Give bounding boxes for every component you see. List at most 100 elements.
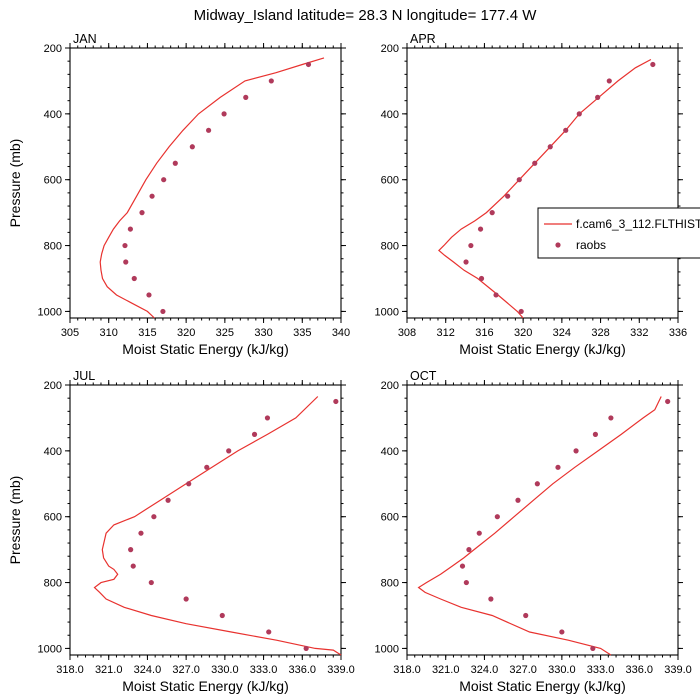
raobs-point <box>573 448 579 454</box>
x-axis-label: Moist Static Energy (kJ/kg) <box>459 678 626 694</box>
x-tick-label: 330.0 <box>211 664 239 676</box>
raobs-point <box>608 415 614 421</box>
y-tick-label: 400 <box>381 109 399 121</box>
panels: JAN 305 310 315 320 325 330 335 340 200 400 600 800 1… <box>7 32 692 694</box>
model-series-line <box>438 58 652 319</box>
raobs-point <box>165 497 171 503</box>
y-tick-label: 600 <box>381 175 399 187</box>
y-tick-label: 400 <box>44 446 62 458</box>
x-tick-label: 339.0 <box>327 664 355 676</box>
raobs-point <box>122 242 128 249</box>
y-tick-label: 1000 <box>375 643 399 655</box>
legend: f.cam6_3_112.FLTHIST_v0a.ne30.dcs_non-or… <box>537 207 700 259</box>
x-tick-label: 340 <box>332 327 350 339</box>
model-series-line <box>99 57 325 319</box>
x-tick-label: 315 <box>138 327 156 339</box>
y-tick-label: 600 <box>44 512 62 524</box>
y-tick-label: 600 <box>381 512 399 524</box>
x-tick-label: 305 <box>61 327 79 339</box>
chart-title: Midway_Island latitude= 28.3 N longitude… <box>194 7 538 24</box>
x-tick-label: 320 <box>514 327 532 339</box>
raobs-point <box>305 61 312 68</box>
raobs-point <box>477 226 484 232</box>
raobs-point <box>493 292 499 298</box>
x-axis-label: Moist Static Energy (kJ/kg) <box>122 678 289 694</box>
x-tick-label: 316 <box>475 327 493 339</box>
x-tick-label: 333.0 <box>250 664 278 676</box>
x-tick-label: 308 <box>398 327 416 339</box>
raobs-point <box>131 275 137 282</box>
raobs-point <box>576 111 582 117</box>
model-series-line <box>417 396 662 656</box>
raobs-point <box>183 596 189 602</box>
x-tick-label: 324.0 <box>134 664 162 676</box>
raobs-point <box>160 308 166 315</box>
raobs-point <box>226 448 232 454</box>
x-tick-label: 318.0 <box>393 664 421 676</box>
x-tick-label: 335 <box>293 327 311 339</box>
raobs-point <box>205 127 212 133</box>
raobs-point <box>148 579 154 586</box>
x-tick-label: 320 <box>177 327 195 339</box>
raobs-point <box>532 160 538 166</box>
raobs-point <box>494 514 500 520</box>
x-tick-label: 324 <box>553 327 571 339</box>
raobs-point <box>151 514 157 520</box>
y-tick-label: 1000 <box>375 306 399 318</box>
y-tick-label: 200 <box>44 43 62 55</box>
raobs-point <box>505 193 511 199</box>
raobs-point <box>138 530 144 536</box>
raobs-point <box>650 61 656 68</box>
x-tick-label: 327.0 <box>509 664 537 676</box>
raobs-point <box>243 94 249 100</box>
x-tick-label: 324.0 <box>471 664 499 676</box>
legend-dot-swatch <box>555 242 561 248</box>
x-tick-label: 336.0 <box>626 664 654 676</box>
raobs-point <box>559 629 565 635</box>
y-tick-label: 1000 <box>38 643 62 655</box>
x-tick-label: 336 <box>669 327 687 339</box>
raobs-point <box>130 563 136 569</box>
panel-oct: OCT 318.0 321.0 324.0 327.0 330.0 333.0 336.0 33… <box>375 369 692 694</box>
raobs-point <box>489 210 495 216</box>
y-tick-label: 800 <box>381 578 399 590</box>
raobs-point <box>186 481 192 487</box>
raobs-point <box>563 127 569 133</box>
plot-frame <box>406 384 679 656</box>
raobs-point <box>466 547 472 553</box>
raobs-point <box>149 193 155 199</box>
y-tick-label: 800 <box>381 241 399 253</box>
x-tick-label: 330.0 <box>548 664 576 676</box>
y-tick-label: 800 <box>44 578 62 590</box>
x-tick-label: 321.0 <box>432 664 460 676</box>
y-tick-label: 200 <box>381 380 399 392</box>
plot-frame <box>406 47 679 319</box>
raobs-point <box>204 464 210 470</box>
raobs-point <box>515 497 521 503</box>
x-tick-label: 327.0 <box>172 664 200 676</box>
raobs-point <box>463 579 469 586</box>
raobs-point <box>534 481 540 487</box>
raobs-point <box>478 275 485 282</box>
panel-label: APR <box>410 32 436 46</box>
y-tick-label: 600 <box>44 175 62 187</box>
x-tick-label: 318.0 <box>56 664 84 676</box>
panel-label: JAN <box>73 32 97 46</box>
y-tick-label: 200 <box>381 43 399 55</box>
raobs-point <box>264 415 271 421</box>
raobs-point <box>146 292 152 298</box>
panel-label: OCT <box>410 369 437 383</box>
x-tick-label: 310 <box>100 327 118 339</box>
raobs-point <box>523 612 529 619</box>
raobs-point <box>219 612 225 619</box>
raobs-point <box>488 596 494 602</box>
x-axis-label: Moist Static Energy (kJ/kg) <box>122 341 289 357</box>
x-tick-label: 328 <box>591 327 609 339</box>
raobs-point <box>266 629 272 635</box>
legend-entry-model: f.cam6_3_112.FLTHIST_v0a.ne30.dcs_non-or… <box>576 217 700 231</box>
x-tick-label: 333.0 <box>587 664 615 676</box>
raobs-point <box>268 78 274 84</box>
plot-frame <box>69 384 342 656</box>
y-tick-label: 400 <box>381 446 399 458</box>
